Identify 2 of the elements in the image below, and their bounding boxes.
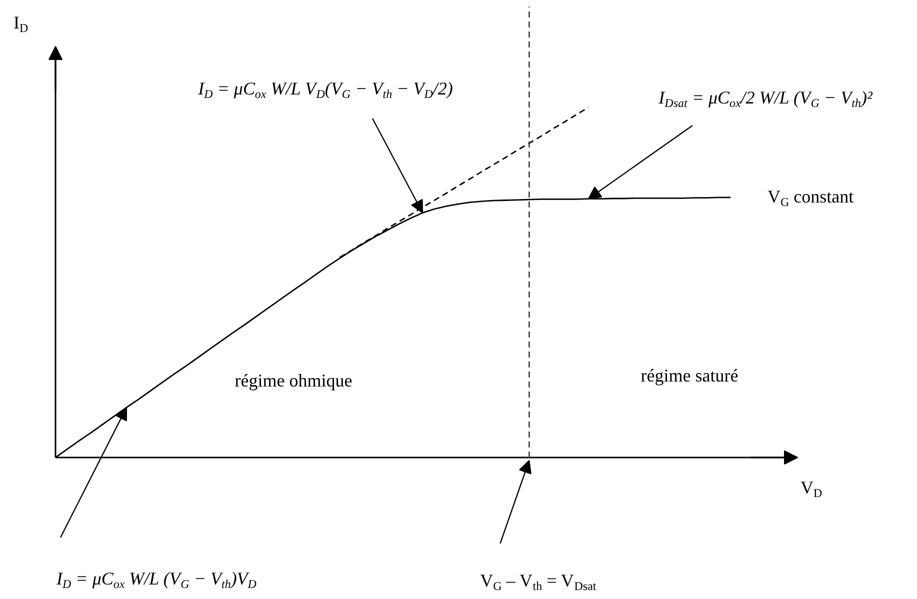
- annotation: régime saturé: [640, 366, 738, 386]
- annotation: régime ohmique: [234, 370, 352, 390]
